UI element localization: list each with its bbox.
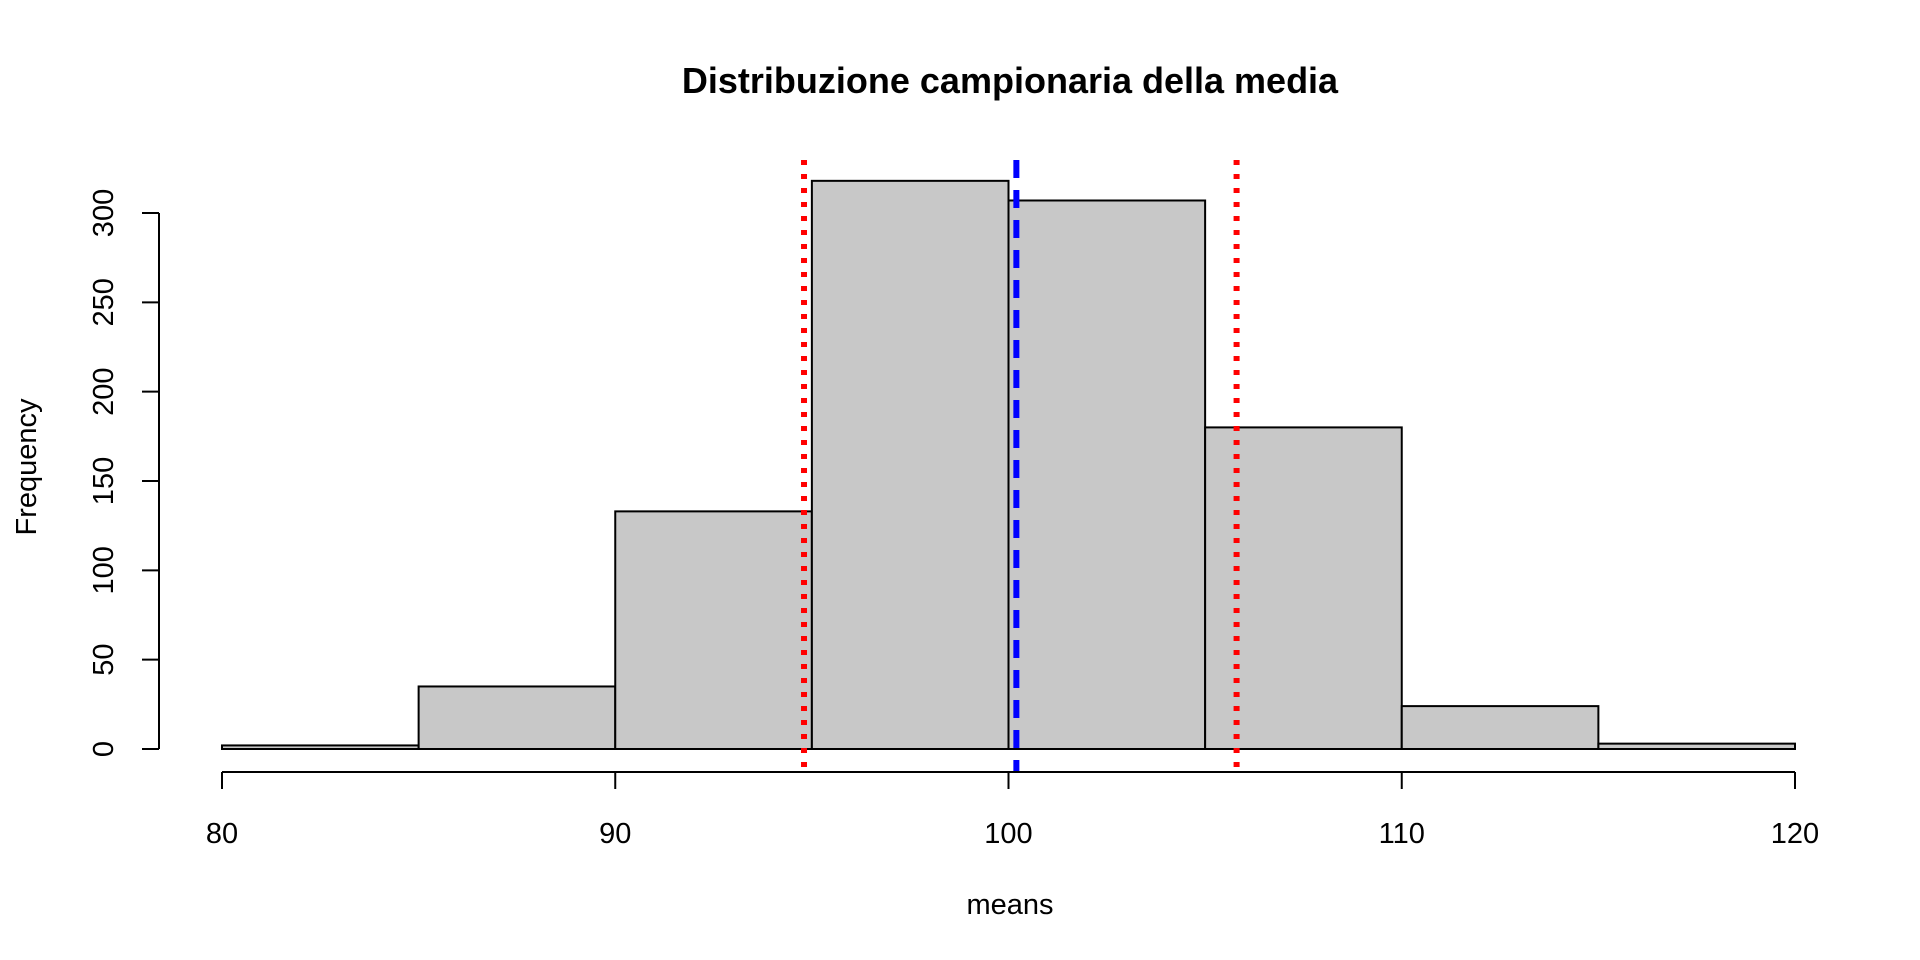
histogram-bar-1 (417, 685, 617, 751)
x-tick-label-3: 110 (1379, 818, 1425, 850)
x-tick-label-4: 120 (1771, 818, 1819, 850)
x-axis-label: means (966, 889, 1053, 921)
x-tick-label-1: 90 (599, 818, 631, 850)
y-tick-label-3: 150 (88, 457, 120, 505)
bars-group (221, 179, 1796, 751)
y-tick-label-1: 50 (88, 644, 120, 676)
histogram-bar-4 (1007, 199, 1207, 750)
y-tick-label-0: 0 (88, 741, 120, 757)
histogram-bar-7 (1597, 742, 1796, 751)
histogram-bar-6 (1400, 705, 1600, 750)
x-tick-label-0: 80 (206, 818, 238, 850)
y-tick-label-2: 100 (88, 546, 120, 594)
x-axis: 80 90 100 110 120 (206, 771, 1819, 850)
y-tick-label-4: 200 (88, 367, 120, 415)
chart-title: Distribuzione campionaria della media (682, 60, 1339, 101)
histogram-bar-5 (1204, 426, 1403, 750)
y-axis: 0 50 100 150 200 250 300 (88, 189, 160, 757)
vlines-group (801, 160, 1240, 772)
y-tick-label-5: 250 (88, 278, 120, 326)
y-tick-label-6: 300 (88, 189, 120, 237)
histogram-bar-0 (221, 744, 420, 751)
histogram-bar-2 (614, 510, 813, 750)
x-tick-label-2: 100 (984, 818, 1032, 850)
histogram-bar-3 (810, 179, 1010, 750)
y-axis-label: Frequency (11, 398, 43, 536)
